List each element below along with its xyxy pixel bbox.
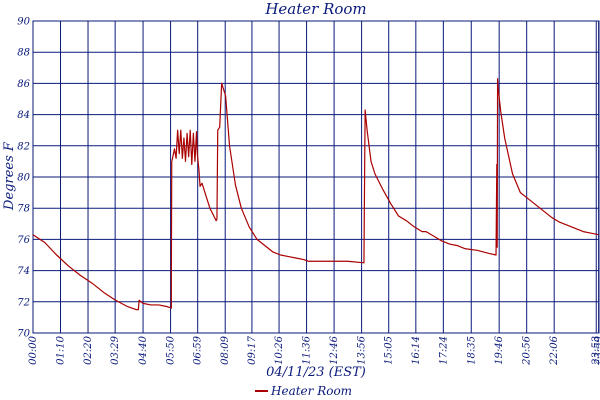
y-tick-label: 76: [17, 235, 30, 246]
x-tick-label: 06:59: [193, 335, 204, 364]
series-layer: [32, 78, 599, 311]
x-tick-label: 01:10: [56, 335, 67, 364]
x-tick-label: 00:00: [28, 335, 39, 364]
x-tick-label: 09:17: [247, 335, 258, 364]
x-tick-label: 18:35: [466, 336, 477, 365]
x-tick-label: 05:50: [166, 335, 177, 364]
x-tick-label: 23:59: [594, 335, 600, 365]
x-axis: 00:00 01:10 02:20 03:29 04:40 05:50 06:59 08:09…: [28, 335, 600, 365]
y-tick-label: 78: [17, 204, 30, 215]
y-axis-title: Degrees F: [2, 141, 17, 211]
x-tick-label: 19:46: [494, 335, 505, 364]
y-tick-label: 82: [17, 141, 30, 152]
plot-frame: [32, 20, 600, 334]
x-tick-label: 22:06: [549, 335, 560, 365]
x-tick-label: 23:53: [591, 336, 600, 366]
y-tick-label: 88: [17, 48, 30, 59]
y-tick-label: 72: [17, 297, 30, 308]
y-tick-label: 90: [17, 17, 30, 28]
y-tick-label: 70: [17, 329, 30, 340]
y-tick-label: 84: [17, 110, 30, 121]
x-tick-label: 17:24: [438, 336, 449, 365]
y-tick-label: 74: [17, 266, 30, 277]
x-tick-label: 10:26: [274, 335, 285, 364]
y-tick-label: 86: [17, 79, 30, 90]
x-axis-title: 04/11/23 (EST): [266, 365, 366, 380]
y-axis: 70 72 74 76 78 80 82 84 86 88 90: [17, 17, 30, 340]
x-tick-label: 16:14: [411, 336, 422, 365]
y-tick-label: 80: [17, 173, 30, 184]
x-tick-label: 15:05: [384, 336, 395, 365]
legend: Heater Room: [255, 384, 352, 398]
x-tick-label: 11:36: [302, 335, 313, 364]
x-tick-label: 12:46: [329, 335, 340, 364]
x-tick-label: 03:29: [110, 335, 121, 364]
series-line-heater-room: [32, 78, 599, 311]
x-tick-label: 04:40: [138, 335, 149, 364]
x-tick-label: 02:20: [83, 335, 94, 364]
chart-title: Heater Room: [264, 0, 366, 18]
x-tick-label: 20:56: [522, 335, 533, 365]
x-tick-label: 08:09: [220, 335, 231, 364]
x-tick-label: 13:56: [357, 335, 368, 364]
legend-label-heater-room: Heater Room: [270, 384, 352, 398]
